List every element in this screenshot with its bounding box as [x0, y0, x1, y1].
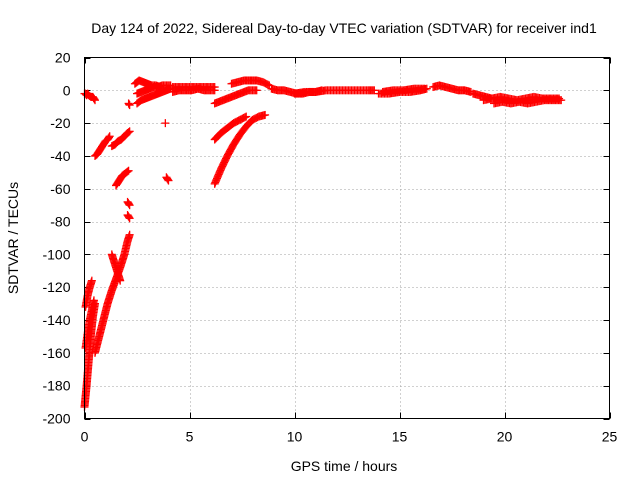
data-point: [116, 276, 125, 285]
x-tick-label: 25: [602, 429, 618, 445]
data-point: [124, 213, 133, 222]
data-point: [124, 128, 133, 137]
data-point: [89, 296, 98, 305]
data-point: [242, 112, 251, 121]
y-tick-label: -120: [42, 279, 70, 295]
data-point: [420, 84, 429, 93]
data-point: [125, 214, 134, 223]
data-point: [124, 200, 133, 209]
plot-frame: [84, 57, 610, 419]
y-tick-label: 0: [63, 82, 71, 98]
series-arc-5: [91, 232, 134, 357]
data-point: [163, 175, 172, 184]
y-tick-label: -180: [42, 378, 70, 394]
data-point: [125, 101, 134, 110]
data-point: [161, 119, 170, 128]
series-arc-25: [290, 86, 378, 98]
data-point: [125, 127, 134, 136]
series-arc-22: [210, 111, 268, 188]
grid-lines: [84, 57, 610, 419]
y-tick-label: -60: [50, 181, 70, 197]
series-arc-28: [429, 81, 474, 96]
data-point: [91, 96, 99, 105]
data-point: [210, 86, 219, 95]
data-point: [261, 110, 270, 119]
y-tick-label: -160: [42, 345, 70, 361]
data-point: [124, 166, 133, 175]
data-point: [156, 83, 165, 92]
data-point: [105, 132, 114, 141]
y-tick-label: -40: [50, 148, 70, 164]
data-point: [264, 80, 273, 89]
y-tick-label: -200: [42, 411, 70, 427]
y-tick-label: 20: [55, 50, 71, 66]
x-tick-label: 0: [81, 429, 89, 445]
data-point: [240, 113, 249, 122]
series-arc-14: [162, 173, 172, 184]
data-point: [90, 95, 99, 104]
series-arc-23: [227, 76, 273, 89]
data-point: [557, 96, 566, 105]
series-arc-6: [107, 250, 124, 284]
data-point: [125, 201, 134, 210]
series-arc-7: [91, 133, 113, 160]
x-tick-label: 20: [497, 429, 513, 445]
series-arc-19: [168, 84, 218, 96]
data-points: [80, 76, 566, 412]
data-point: [105, 133, 113, 142]
x-tick-label: 15: [392, 429, 408, 445]
y-axis-label: SDTVAR / TECUs: [5, 182, 21, 294]
data-point: [123, 167, 132, 176]
data-point: [370, 86, 379, 95]
data-point: [87, 276, 96, 285]
data-point: [164, 176, 173, 185]
y-tick-label: -20: [50, 115, 70, 131]
y-tick-label: -80: [50, 214, 70, 230]
data-point: [125, 230, 134, 239]
data-point: [252, 86, 261, 95]
x-tick-labels: 0 5 10 15 20 25: [81, 429, 618, 445]
y-tick-label: -100: [42, 246, 70, 262]
x-axis-label: GPS time / hours: [291, 458, 398, 474]
series-arc-31: [490, 96, 564, 108]
series-arc-21: [210, 113, 249, 144]
y-tick-label: -140: [42, 312, 70, 328]
x-tick-label: 10: [287, 429, 303, 445]
chart-title: Day 124 of 2022, Sidereal Day-to-day VTE…: [91, 20, 597, 36]
x-tick-label: 5: [186, 429, 194, 445]
